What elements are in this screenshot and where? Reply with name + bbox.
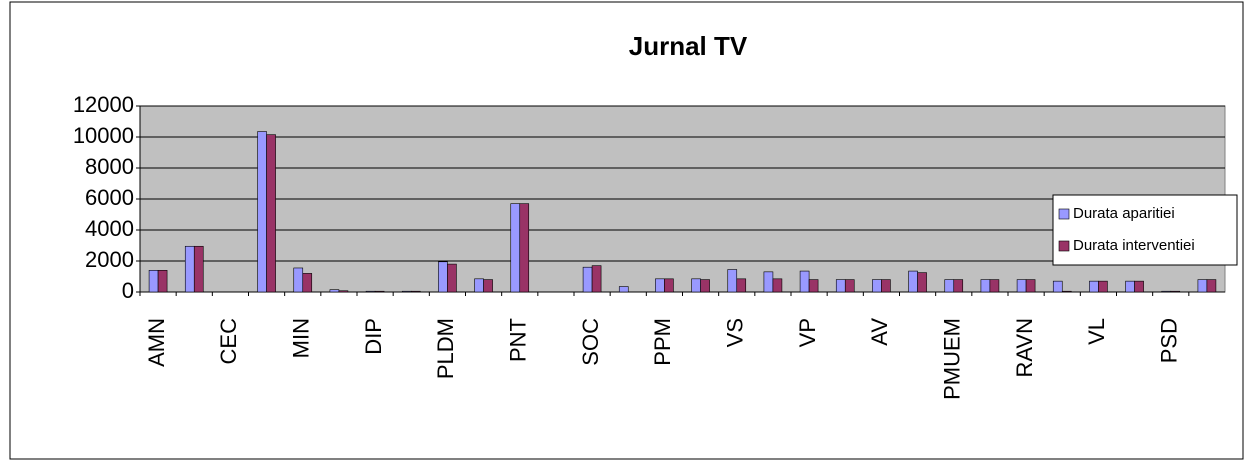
x-tick-label: AV bbox=[867, 318, 892, 346]
bar bbox=[691, 278, 701, 293]
bar bbox=[808, 279, 819, 293]
x-tick-label: SOC bbox=[578, 318, 603, 366]
y-tick-label: 2000 bbox=[85, 247, 134, 272]
bar bbox=[447, 263, 457, 293]
bar bbox=[1170, 290, 1181, 293]
bar bbox=[917, 272, 927, 293]
bar bbox=[302, 273, 313, 293]
x-tick-label: PNT bbox=[506, 318, 531, 362]
bar bbox=[1125, 280, 1135, 293]
bar bbox=[374, 290, 385, 293]
bar bbox=[844, 279, 855, 293]
legend-swatch bbox=[1058, 240, 1070, 252]
bar bbox=[1134, 280, 1144, 293]
bar bbox=[1089, 280, 1099, 293]
y-tick-label: 0 bbox=[122, 278, 134, 303]
bar bbox=[700, 279, 710, 293]
bar bbox=[184, 245, 195, 293]
x-tick-label: RAVN bbox=[1012, 318, 1037, 378]
x-tick-label: PPM bbox=[650, 318, 675, 366]
y-tick-label: 6000 bbox=[85, 185, 134, 210]
x-tick-label: AMN bbox=[144, 318, 169, 367]
bar bbox=[1052, 280, 1063, 293]
bar bbox=[1161, 290, 1172, 293]
legend-box bbox=[1052, 194, 1238, 266]
bar bbox=[953, 279, 964, 293]
bar bbox=[474, 278, 484, 293]
bar bbox=[1197, 279, 1208, 293]
legend-swatch bbox=[1058, 208, 1070, 220]
x-tick-label: VL bbox=[1084, 318, 1109, 345]
y-tick-label: 12000 bbox=[73, 92, 134, 117]
x-tick-label: PMUEM bbox=[940, 318, 965, 400]
bar bbox=[365, 290, 376, 293]
bar bbox=[1061, 290, 1072, 293]
y-tick-label: 4000 bbox=[85, 216, 134, 241]
bar bbox=[872, 279, 882, 293]
bar bbox=[438, 261, 448, 293]
bar bbox=[157, 269, 168, 293]
x-tick-label: PLDM bbox=[433, 318, 458, 379]
bar bbox=[727, 269, 738, 293]
bar bbox=[908, 270, 918, 293]
y-tick-label: 10000 bbox=[73, 123, 134, 148]
bar bbox=[799, 270, 810, 293]
bar bbox=[736, 278, 747, 293]
x-tick-label: CEC bbox=[216, 318, 241, 365]
x-tick-label: DIP bbox=[361, 318, 386, 355]
bar bbox=[835, 279, 846, 293]
bar bbox=[763, 271, 774, 293]
bar bbox=[989, 279, 1000, 293]
x-tick-label: PSD bbox=[1157, 318, 1182, 363]
bar bbox=[401, 290, 412, 293]
x-tick-label: VP bbox=[795, 318, 820, 347]
bar bbox=[618, 286, 629, 293]
bar bbox=[410, 290, 421, 293]
bar bbox=[483, 279, 493, 293]
bar bbox=[193, 245, 204, 293]
bar bbox=[1098, 280, 1108, 293]
y-tick-label: 8000 bbox=[85, 154, 134, 179]
bar bbox=[980, 279, 991, 293]
chart-title: Jurnal TV bbox=[629, 31, 748, 61]
bar bbox=[293, 267, 304, 293]
bar bbox=[257, 131, 267, 293]
bar bbox=[582, 266, 593, 293]
x-tick-label: MIN bbox=[289, 318, 314, 358]
bar bbox=[519, 203, 530, 293]
bar bbox=[881, 279, 891, 293]
bar bbox=[1206, 279, 1217, 293]
bar bbox=[664, 278, 674, 293]
bar bbox=[329, 289, 340, 293]
bar bbox=[1025, 279, 1036, 293]
bar bbox=[772, 278, 783, 293]
bar bbox=[944, 279, 955, 293]
legend-label: Durata interventiei bbox=[1073, 237, 1195, 254]
bar bbox=[148, 269, 159, 293]
bar bbox=[655, 278, 665, 293]
bar bbox=[510, 203, 521, 293]
bar bbox=[1016, 279, 1027, 293]
legend-label: Durata aparitiei bbox=[1073, 205, 1175, 222]
bar bbox=[338, 290, 349, 293]
bar bbox=[266, 134, 276, 293]
x-tick-label: VS bbox=[723, 318, 748, 347]
bar bbox=[591, 265, 602, 293]
